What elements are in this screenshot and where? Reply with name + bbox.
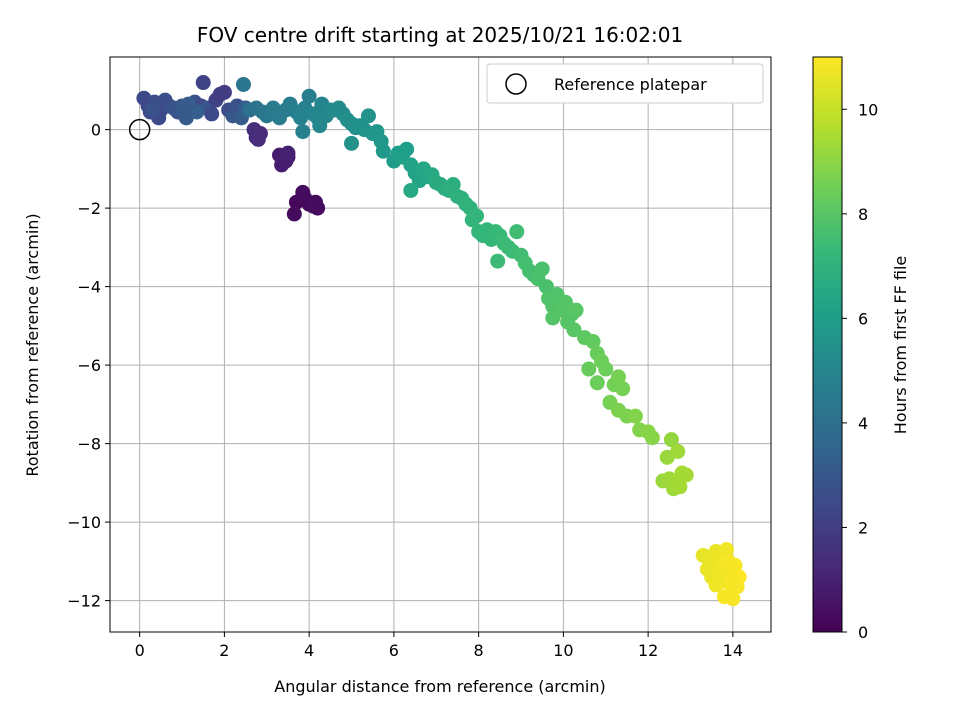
data-point (295, 184, 311, 200)
data-point (721, 553, 737, 569)
data-point (585, 334, 601, 350)
data-point (557, 294, 573, 310)
data-point (490, 253, 506, 269)
y-tick-label: −8 (77, 435, 101, 454)
x-tick-label: 4 (304, 641, 314, 660)
x-tick-label: 14 (723, 641, 743, 660)
colorbar-tick-label: 0 (858, 623, 868, 642)
colorbar-tick-label: 8 (858, 205, 868, 224)
data-point (286, 206, 302, 222)
data-point (399, 141, 415, 157)
colorbar-tick-label: 4 (858, 414, 868, 433)
grid (110, 57, 771, 632)
data-point (312, 118, 328, 134)
data-point (445, 177, 461, 193)
colorbar-ticks: 0 2 4 6 8 10 (842, 100, 878, 642)
legend-label: Reference platepar (554, 75, 707, 94)
x-tick-label: 8 (474, 641, 484, 660)
data-point (644, 430, 660, 446)
data-point (581, 361, 597, 377)
data-point (195, 75, 211, 91)
data-point (716, 589, 732, 605)
data-point (144, 100, 160, 116)
data-point (678, 467, 694, 483)
x-tick-label: 12 (638, 641, 658, 660)
data-point (670, 443, 686, 459)
colorbar-tick-label: 6 (858, 309, 868, 328)
data-point (615, 381, 631, 397)
data-point (235, 76, 251, 92)
x-tick-label: 2 (219, 641, 229, 660)
y-tick-label: −6 (77, 356, 101, 375)
x-tick-label: 6 (389, 641, 399, 660)
data-point (301, 88, 317, 104)
legend-marker (505, 73, 527, 95)
data-point (725, 573, 741, 589)
y-axis-ticks: 0 −2 −4 −6 −8 −10 −12 (67, 121, 110, 611)
x-tick-label: 10 (553, 641, 573, 660)
data-point (663, 432, 679, 448)
data-point (308, 194, 324, 210)
data-point (295, 124, 311, 140)
reference-marker (128, 118, 151, 141)
data-point (204, 106, 220, 122)
y-tick-label: −12 (67, 592, 101, 611)
colorbar-tick-label: 10 (858, 100, 878, 119)
colorbar: 0 2 4 6 8 10 Hours from first FF file (812, 56, 910, 642)
legend-box (486, 63, 764, 104)
data-point (708, 577, 724, 593)
y-tick-label: −4 (77, 278, 101, 297)
y-axis-label: Rotation from reference (arcmin) (23, 213, 42, 476)
data-points (136, 75, 747, 607)
data-point (250, 131, 266, 147)
x-tick-label: 0 (135, 641, 145, 660)
data-point (538, 279, 554, 295)
colorbar-gradient (812, 56, 843, 633)
data-point (702, 551, 718, 567)
data-point (534, 261, 550, 277)
data-point (360, 108, 376, 124)
y-tick-label: 0 (91, 121, 101, 140)
legend: Reference platepar (486, 63, 764, 104)
data-point (712, 565, 728, 581)
data-point (589, 375, 605, 391)
chart-title: FOV centre drift starting at 2025/10/21 … (197, 23, 683, 47)
colorbar-label: Hours from first FF file (891, 256, 910, 435)
plot-frame (109, 56, 772, 633)
y-tick-label: −10 (67, 513, 101, 532)
data-point (719, 542, 735, 558)
data-point (469, 208, 485, 224)
data-point (216, 84, 232, 100)
x-axis-ticks: 0 2 4 6 8 10 12 14 (135, 632, 743, 660)
colorbar-tick-label: 2 (858, 518, 868, 537)
data-point (610, 369, 626, 385)
data-point (627, 408, 643, 424)
data-point (568, 302, 584, 318)
data-point (403, 182, 419, 198)
x-axis-label: Angular distance from reference (arcmin) (274, 677, 605, 696)
data-point (672, 479, 688, 495)
data-point (176, 106, 192, 122)
data-point (566, 322, 582, 338)
data-point (280, 145, 296, 161)
data-point (344, 135, 360, 151)
data-point (598, 361, 614, 377)
data-point (509, 224, 525, 240)
y-tick-label: −2 (77, 199, 101, 218)
data-point (375, 143, 391, 159)
data-point (545, 310, 561, 326)
